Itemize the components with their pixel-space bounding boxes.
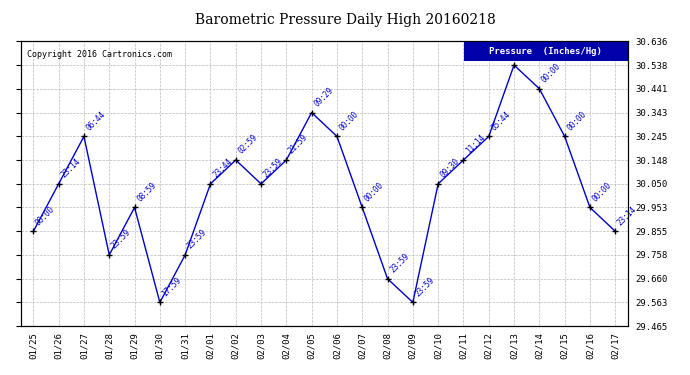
Text: Barometric Pressure Daily High 20160218: Barometric Pressure Daily High 20160218 (195, 13, 495, 27)
Text: 11:14: 11:14 (464, 133, 486, 156)
Text: 23:59: 23:59 (413, 276, 436, 298)
Text: 21:59: 21:59 (287, 133, 310, 156)
Text: 10:00: 10:00 (515, 38, 538, 61)
Text: 09:30: 09:30 (439, 157, 462, 180)
Text: 23:14: 23:14 (616, 204, 638, 227)
Text: 17:59: 17:59 (161, 276, 183, 298)
Text: 23:59: 23:59 (262, 157, 284, 180)
Text: 09:29: 09:29 (313, 86, 335, 108)
Text: 23:44: 23:44 (211, 157, 234, 180)
Text: 00:00: 00:00 (34, 204, 57, 227)
Text: 00:00: 00:00 (540, 62, 562, 84)
Text: Copyright 2016 Cartronics.com: Copyright 2016 Cartronics.com (27, 50, 172, 59)
Text: 05:44: 05:44 (489, 110, 512, 132)
Text: 00:00: 00:00 (363, 181, 386, 203)
Text: 00:00: 00:00 (565, 110, 588, 132)
Text: 08:59: 08:59 (135, 181, 158, 203)
Text: 02:59: 02:59 (237, 133, 259, 156)
Text: 06:44: 06:44 (85, 110, 107, 132)
Text: 23:59: 23:59 (186, 228, 208, 251)
Text: 23:14: 23:14 (59, 157, 82, 180)
Text: 00:00: 00:00 (337, 110, 360, 132)
Text: 23:59: 23:59 (388, 252, 411, 274)
Text: 23:59: 23:59 (110, 228, 132, 251)
Text: 00:00: 00:00 (591, 181, 613, 203)
